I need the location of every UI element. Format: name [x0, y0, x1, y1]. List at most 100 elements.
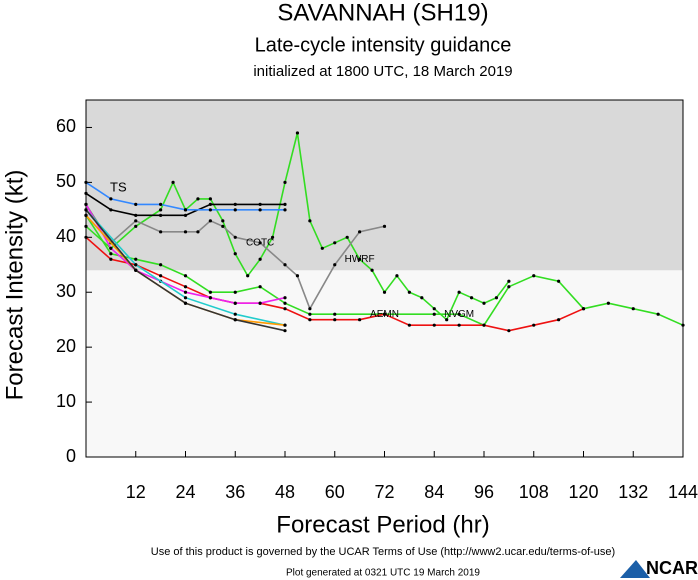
series-point	[109, 197, 113, 201]
series-point	[457, 312, 461, 316]
series-point	[482, 323, 486, 327]
series-point	[233, 318, 237, 322]
series-point	[382, 312, 387, 316]
series-point	[308, 307, 312, 311]
series-point	[109, 257, 113, 261]
series-point	[407, 290, 411, 294]
series-point	[183, 285, 188, 289]
series-point	[208, 290, 212, 294]
series-point	[258, 285, 262, 289]
series-point	[283, 208, 287, 212]
series-point	[333, 312, 337, 316]
series-point	[134, 257, 138, 261]
series-point	[382, 224, 387, 228]
x-tick-label: 144	[668, 482, 698, 502]
series-point	[681, 323, 685, 327]
series-point	[134, 224, 138, 228]
x-tick-label: 96	[474, 482, 494, 502]
x-tick-label: 72	[374, 482, 394, 502]
series-point	[432, 307, 436, 311]
series-point	[557, 279, 561, 283]
series-point	[159, 202, 163, 206]
x-tick-label: 108	[519, 482, 549, 502]
series-point	[606, 301, 610, 305]
y-tick-label: 30	[56, 281, 76, 301]
series-point	[134, 268, 138, 272]
series-point	[258, 241, 262, 245]
series-point	[432, 312, 436, 316]
series-point	[258, 257, 262, 261]
series-point	[532, 323, 536, 327]
x-tick-label: 132	[618, 482, 648, 502]
series-point	[507, 279, 511, 283]
x-tick-label: 84	[424, 482, 444, 502]
chart-caption: initialized at 1800 UTC, 18 March 2019	[253, 63, 512, 80]
series-point	[159, 263, 163, 267]
series-point	[482, 301, 486, 305]
series-point	[233, 252, 237, 256]
series-point	[134, 263, 138, 267]
series-point	[432, 323, 436, 327]
series-point	[283, 301, 287, 305]
series-point	[196, 230, 200, 234]
series-point	[183, 290, 188, 294]
series-point	[233, 202, 237, 206]
series-label: AEMN	[370, 309, 399, 320]
series-point	[233, 290, 237, 294]
series-point	[283, 263, 287, 267]
series-point	[494, 296, 499, 300]
series-point	[159, 208, 163, 212]
series-point	[84, 202, 88, 206]
series-point	[656, 312, 660, 316]
series-point	[370, 268, 374, 272]
series-point	[258, 301, 262, 305]
series-point	[270, 235, 275, 239]
series-point	[581, 307, 586, 311]
series-point	[258, 202, 262, 206]
series-point	[358, 257, 362, 261]
series-point	[159, 274, 163, 278]
series-point	[84, 191, 88, 195]
series-point	[333, 318, 337, 322]
series-point	[420, 296, 424, 300]
series-point	[109, 252, 113, 256]
series-point	[395, 274, 399, 278]
series-point	[221, 224, 225, 228]
series-point	[333, 241, 337, 245]
series-point	[183, 213, 188, 217]
series-point	[507, 329, 511, 333]
series-point	[221, 219, 225, 223]
series-point	[183, 301, 188, 305]
chart-subtitle: Late-cycle intensity guidance	[255, 34, 512, 56]
series-point	[208, 197, 212, 201]
series-point	[233, 208, 237, 212]
x-tick-label: 120	[568, 482, 598, 502]
x-axis-label: Forecast Period (hr)	[276, 511, 489, 538]
series-point	[258, 208, 262, 212]
series-point	[631, 307, 635, 311]
series-point	[358, 230, 362, 234]
x-tick-label: 24	[175, 482, 195, 502]
series-point	[320, 246, 324, 250]
band-label: TS	[110, 179, 127, 194]
series-point	[208, 296, 212, 300]
footer: Use of this product is governed by the U…	[151, 546, 615, 558]
series-point	[84, 180, 88, 184]
series-point	[109, 246, 113, 250]
y-axis-label: Forecast Intensity (kt)	[1, 170, 28, 401]
series-point	[183, 274, 188, 278]
series-point	[134, 213, 138, 217]
series-point	[532, 274, 536, 278]
series-point	[283, 202, 287, 206]
series-point	[246, 274, 250, 278]
series-point	[84, 213, 88, 217]
series-point	[295, 131, 300, 135]
series-point	[457, 290, 461, 294]
series-point	[345, 235, 349, 239]
series-point	[208, 202, 212, 206]
series-point	[333, 263, 337, 267]
shaded-band	[86, 100, 683, 271]
series-point	[208, 208, 212, 212]
series-point	[109, 208, 113, 212]
series-point	[208, 219, 212, 223]
